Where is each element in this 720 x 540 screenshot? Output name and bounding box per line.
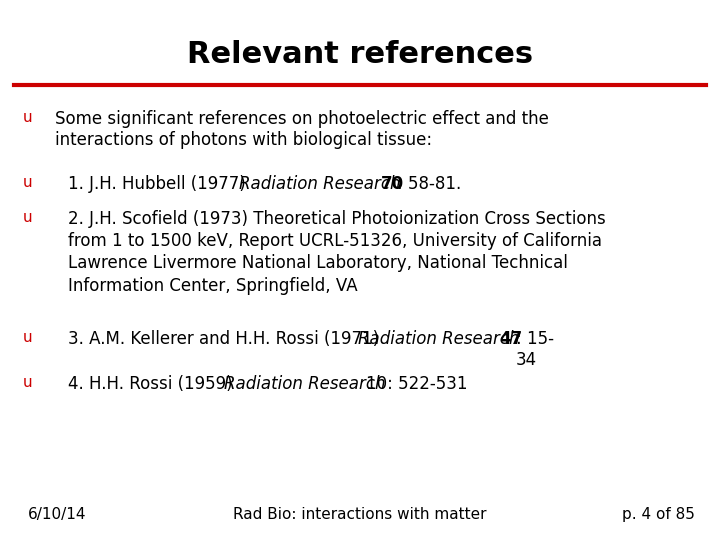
Text: 10: 522-531: 10: 522-531 bbox=[366, 375, 467, 393]
Text: 2. J.H. Scofield (1973) Theoretical Photoionization Cross Sections
from 1 to 150: 2. J.H. Scofield (1973) Theoretical Phot… bbox=[68, 210, 606, 295]
Text: : 15-
34: : 15- 34 bbox=[516, 330, 554, 369]
Text: 4. H.H. Rossi (1959): 4. H.H. Rossi (1959) bbox=[68, 375, 238, 393]
Text: Relevant references: Relevant references bbox=[187, 40, 533, 69]
Text: 1. J.H. Hubbell (1977): 1. J.H. Hubbell (1977) bbox=[68, 175, 251, 193]
Text: : 58-81.: : 58-81. bbox=[397, 175, 461, 193]
Text: u: u bbox=[23, 175, 33, 190]
Text: u: u bbox=[23, 110, 33, 125]
Text: Rad Bio: interactions with matter: Rad Bio: interactions with matter bbox=[233, 507, 487, 522]
Text: u: u bbox=[23, 375, 33, 390]
Text: Some significant references on photoelectric effect and the
interactions of phot: Some significant references on photoelec… bbox=[55, 110, 549, 149]
Text: 70: 70 bbox=[380, 175, 404, 193]
Text: 3. A.M. Kellerer and H.H. Rossi (1971): 3. A.M. Kellerer and H.H. Rossi (1971) bbox=[68, 330, 384, 348]
Text: Radiation Research: Radiation Research bbox=[239, 175, 406, 193]
Text: u: u bbox=[23, 330, 33, 345]
Text: Radiation Research: Radiation Research bbox=[358, 330, 525, 348]
Text: 6/10/14: 6/10/14 bbox=[28, 507, 86, 522]
Text: Radiation Research: Radiation Research bbox=[224, 375, 391, 393]
Text: p. 4 of 85: p. 4 of 85 bbox=[622, 507, 695, 522]
Text: 47: 47 bbox=[500, 330, 523, 348]
Text: u: u bbox=[23, 210, 33, 225]
